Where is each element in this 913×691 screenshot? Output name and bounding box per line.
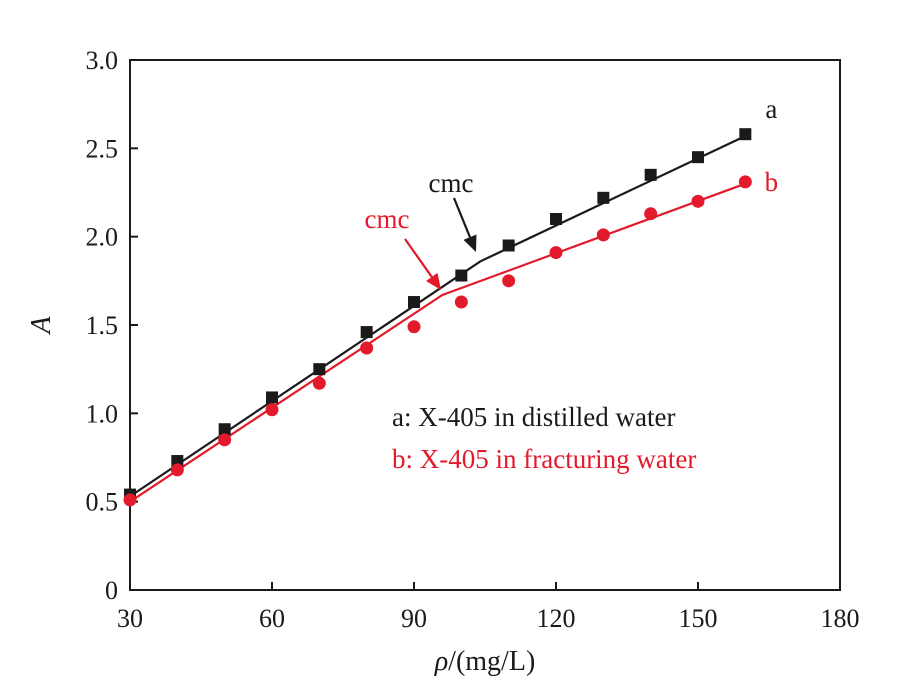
data-point-a	[550, 213, 562, 225]
x-axis-label-unit: /(mg/L)	[448, 646, 535, 677]
data-point-b	[596, 228, 610, 242]
cmc-annotation-label: cmc	[365, 204, 410, 234]
data-markers: ab	[123, 94, 779, 507]
data-point-a	[266, 391, 278, 404]
data-point-a	[408, 296, 420, 309]
x-tick-label: 150	[679, 604, 718, 633]
data-point-a	[597, 191, 610, 204]
cmc-arrow-head	[463, 234, 477, 252]
x-tick-label: 120	[537, 604, 576, 633]
data-point-b	[170, 463, 184, 477]
y-tick-label: 2.0	[86, 223, 119, 252]
cmc-arrow-head	[426, 272, 441, 290]
fit-lines	[129, 134, 746, 503]
y-tick-label: 0.5	[86, 488, 119, 517]
series-label-b: b	[765, 167, 779, 197]
data-point-a	[692, 151, 704, 164]
data-point-b	[407, 320, 421, 334]
data-point-b	[502, 274, 516, 288]
data-point-b	[549, 246, 563, 260]
data-point-a	[739, 128, 752, 141]
data-point-a	[218, 423, 231, 436]
x-axis-label-symbol: ρ	[434, 646, 448, 677]
legend: a: X-405 in distilled water b: X-405 in …	[392, 402, 696, 474]
data-point-b	[123, 493, 137, 507]
y-tick-label: 1.0	[86, 399, 119, 428]
data-point-b	[218, 433, 232, 447]
data-point-a	[360, 326, 373, 339]
cmc-annotation-label: cmc	[429, 168, 474, 198]
data-point-a	[455, 269, 468, 282]
y-tick-label: 0	[105, 576, 118, 605]
series-label-a: a	[765, 94, 777, 124]
fit-line-a	[129, 134, 746, 498]
data-point-b	[360, 341, 374, 355]
y-tick-label: 3.0	[86, 46, 119, 75]
data-point-b	[691, 194, 705, 208]
axes	[129, 59, 841, 591]
x-tick-label: 180	[821, 604, 860, 633]
fit-line-b	[129, 182, 746, 503]
legend-entry-b: b: X-405 in fracturing water	[392, 444, 696, 474]
data-point-b	[644, 207, 658, 221]
x-tick-label: 60	[259, 604, 285, 633]
data-point-b	[454, 295, 468, 309]
ticks: 30 60 90 120 150 180 0 0.5 1.0 1.5 2.0 2.5 3.0	[86, 46, 860, 633]
y-tick-label: 2.5	[86, 134, 119, 163]
cmc-arrow-shaft	[452, 197, 471, 238]
data-point-a	[171, 455, 184, 468]
data-point-b	[738, 175, 752, 189]
data-point-a	[502, 239, 515, 252]
y-axis-label: A	[26, 316, 57, 336]
legend-entry-a: a: X-405 in distilled water	[392, 402, 675, 432]
x-tick-label: 90	[401, 604, 427, 633]
x-tick-label: 30	[117, 604, 143, 633]
plot-frame	[129, 59, 841, 591]
x-axis-label: ρ/(mg/L)	[434, 646, 536, 677]
y-tick-label: 1.5	[86, 311, 119, 340]
data-point-a	[644, 168, 657, 181]
data-point-a	[313, 363, 326, 376]
cmc-arrow-shaft	[404, 238, 433, 278]
data-point-b	[265, 403, 279, 417]
data-point-b	[312, 376, 326, 390]
